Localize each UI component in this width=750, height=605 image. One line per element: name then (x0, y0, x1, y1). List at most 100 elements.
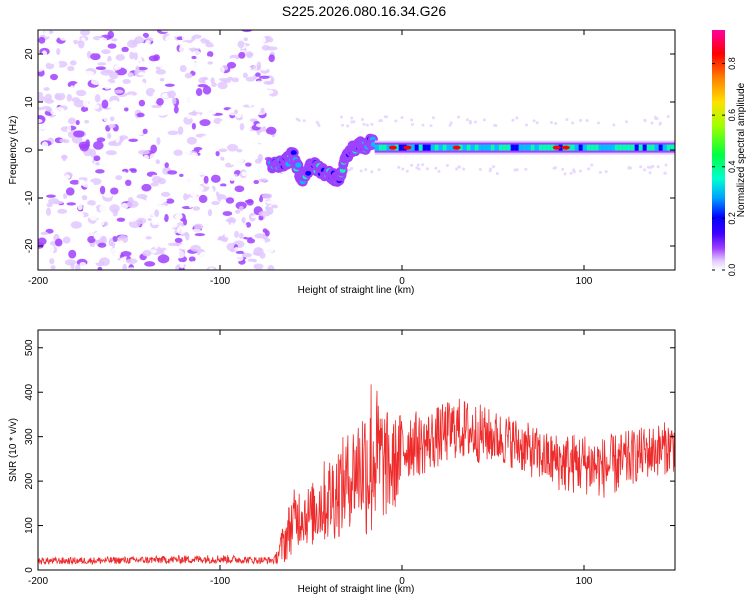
noise-blob (81, 194, 88, 201)
noise-blob (211, 200, 220, 206)
noise-blob (46, 79, 55, 88)
faint-dot (434, 166, 438, 170)
noise-blob (246, 198, 254, 206)
carrier-cell (638, 144, 643, 151)
noise-blob (115, 32, 128, 37)
carrier-cell (538, 144, 543, 151)
noise-blob (155, 69, 166, 75)
spectrogram-xtick-label: 100 (576, 276, 593, 287)
noise-blob (150, 98, 156, 106)
noise-blob (67, 65, 75, 72)
colorbar (712, 30, 725, 270)
noise-blob (107, 133, 112, 139)
noise-blob (85, 256, 94, 262)
carrier-cell (526, 144, 531, 151)
noise-blob (227, 76, 234, 81)
faint-dot (458, 165, 462, 169)
spectrogram-ytick-label: -10 (24, 190, 35, 205)
snr-ytick-label: 300 (24, 428, 35, 445)
noise-blob (213, 208, 223, 216)
faint-dot (350, 167, 354, 171)
carrier-cell (606, 144, 611, 151)
snr-xtick-label: 100 (576, 576, 593, 587)
noise-blob (126, 211, 134, 219)
noise-blob (38, 225, 45, 230)
carrier-cell (630, 144, 635, 151)
carrier-cell (410, 144, 415, 151)
noise-blob (175, 250, 185, 259)
noise-blob (198, 234, 205, 243)
noise-blob (253, 263, 264, 270)
noise-blob (191, 55, 197, 60)
noise-blob (214, 164, 221, 168)
faint-dot (410, 163, 414, 167)
faint-dot (488, 169, 492, 173)
noise-blob (127, 243, 135, 250)
faint-dot (482, 118, 486, 122)
noise-blob (62, 193, 68, 199)
faint-dot (612, 123, 616, 127)
noise-blob (221, 100, 233, 105)
noise-blob (73, 130, 85, 138)
noise-blob (153, 218, 164, 225)
noise-blob (260, 107, 265, 114)
noise-blob (213, 239, 223, 246)
noise-blob (208, 152, 216, 159)
noise-blob (54, 188, 64, 197)
noise-blob (101, 99, 109, 109)
noise-blob (185, 182, 197, 186)
noise-blob (188, 111, 198, 116)
noise-blob (186, 136, 197, 145)
noise-blob (195, 113, 201, 118)
noise-blob (202, 85, 212, 95)
noise-blob (62, 236, 71, 244)
noise-blob (105, 150, 117, 156)
noise-blob (207, 209, 213, 217)
noise-blob (160, 263, 167, 270)
noise-blob (250, 46, 261, 54)
noise-blob (62, 221, 69, 229)
noise-blob (262, 133, 271, 138)
noise-blob (47, 56, 57, 64)
noise-blob (97, 266, 103, 270)
faint-dot (554, 122, 558, 126)
noise-blob (130, 168, 137, 173)
noise-blob (150, 249, 157, 254)
carrier-cell (586, 144, 591, 151)
noise-blob (66, 94, 72, 102)
noise-blob (261, 145, 273, 150)
noise-blob (239, 123, 245, 131)
noise-blob (179, 261, 185, 269)
noise-blob (207, 61, 214, 65)
colorbar-tick-label: 0.6 (727, 109, 737, 122)
noise-blob (58, 265, 66, 270)
noise-blob (145, 112, 150, 122)
noise-blob (56, 48, 61, 55)
noise-blob (129, 51, 135, 60)
noise-blob (142, 128, 148, 134)
noise-blob (190, 244, 202, 252)
noise-blob (192, 206, 201, 211)
noise-blob (89, 133, 95, 138)
carrier-cell (382, 144, 387, 151)
noise-blob (117, 152, 122, 158)
noise-blob (153, 240, 159, 250)
faint-dot (578, 169, 582, 173)
noise-blob (101, 49, 111, 55)
noise-blob (134, 156, 146, 164)
faint-dot (650, 121, 654, 125)
carrier-cell (434, 144, 439, 151)
faint-dot (572, 170, 576, 174)
noise-blob (99, 204, 108, 213)
noise-blob (138, 99, 146, 107)
noise-blob (270, 118, 279, 123)
noise-blob (192, 40, 203, 49)
noise-blob (142, 249, 152, 257)
noise-blob (115, 54, 125, 61)
noise-blob (170, 183, 179, 191)
noise-blob (208, 267, 214, 270)
noise-blob (202, 261, 211, 267)
noise-blob (118, 240, 124, 248)
noise-blob (142, 32, 149, 38)
noise-blob (245, 51, 254, 59)
